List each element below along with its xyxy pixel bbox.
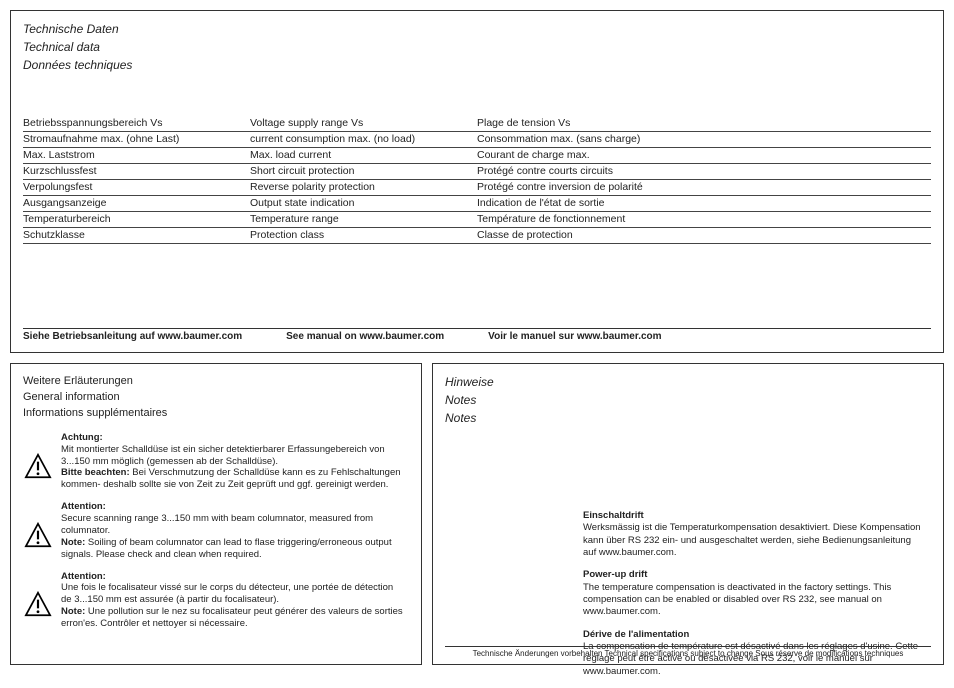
- cell-fr: Consommation max. (sans charge): [477, 131, 704, 147]
- cell-value: [704, 163, 931, 179]
- drift-de: Einschaltdrift Werksmässig ist die Tempe…: [583, 510, 925, 559]
- cell-de: Ausgangsanzeige: [23, 195, 250, 211]
- attention-fr-body1: Une fois le focalisateur vissé sur le co…: [61, 582, 393, 605]
- cell-de: Temperaturbereich: [23, 211, 250, 227]
- spec-table: Betriebsspannungsbereich VsVoltage suppl…: [23, 116, 931, 244]
- table-row: Stromaufnahme max. (ohne Last)current co…: [23, 131, 931, 147]
- warning-block-en: Attention: Secure scanning range 3...150…: [23, 501, 409, 560]
- cell-value: [704, 195, 931, 211]
- warning-block-fr: Attention: Une fois le focalisateur viss…: [23, 571, 409, 630]
- cell-value: [704, 147, 931, 163]
- manual-reference-line: Siehe Betriebsanleitung auf www.baumer.c…: [23, 328, 931, 342]
- cell-en: Temperature range: [250, 211, 477, 227]
- manual-en: See manual on www.baumer.com: [286, 331, 444, 342]
- cell-fr: Température de fonctionnement: [477, 211, 704, 227]
- attention-fr-body2: Une pollution sur le nez su focalisateur…: [61, 606, 403, 629]
- table-row: VerpolungsfestReverse polarity protectio…: [23, 179, 931, 195]
- heading-en: Technical data: [23, 39, 931, 55]
- footer-disclaimer: Technische Änderungen vorbehalten Techni…: [445, 646, 931, 658]
- cell-en: Voltage supply range Vs: [250, 116, 477, 132]
- left-title-de: Weitere Erläuterungen: [23, 374, 409, 390]
- left-title-fr: Informations supplémentaires: [23, 406, 409, 422]
- warning-block-de: Achtung: Mit montierter Schalldüse ist e…: [23, 432, 409, 491]
- attention-en-label: Attention:: [61, 501, 106, 512]
- drift-de-p: Werksmässig ist die Temperaturkompensati…: [583, 522, 921, 558]
- attention-en-body1: Secure scanning range 3...150 mm with be…: [61, 513, 373, 536]
- manual-de: Siehe Betriebsanleitung auf www.baumer.c…: [23, 331, 242, 342]
- cell-de: Kurzschlussfest: [23, 163, 250, 179]
- bottom-row: Weitere Erläuterungen General informatio…: [10, 363, 944, 665]
- cell-en: Output state indication: [250, 195, 477, 211]
- cell-fr: Indication de l'état de sortie: [477, 195, 704, 211]
- left-title-en: General information: [23, 390, 409, 406]
- cell-de: Verpolungsfest: [23, 179, 250, 195]
- cell-fr: Classe de protection: [477, 227, 704, 243]
- attention-en-body2: Soiling of beam columnator can lead to f…: [61, 537, 392, 560]
- cell-en: Max. load current: [250, 147, 477, 163]
- manual-fr: Voir le manuel sur www.baumer.com: [488, 331, 661, 342]
- cell-value: [704, 227, 931, 243]
- warning-text-de: Achtung: Mit montierter Schalldüse ist e…: [61, 432, 409, 491]
- cell-value: [704, 131, 931, 147]
- cell-de: Stromaufnahme max. (ohne Last): [23, 131, 250, 147]
- drift-fr-h: Dérive de l'alimentation: [583, 629, 689, 640]
- warning-text-en: Attention: Secure scanning range 3...150…: [61, 501, 409, 560]
- achtung-body1: Mit montierter Schalldüse ist ein sicher…: [61, 444, 385, 467]
- cell-value: [704, 211, 931, 227]
- cell-de: Schutzklasse: [23, 227, 250, 243]
- warning-text-fr: Attention: Une fois le focalisateur viss…: [61, 571, 409, 630]
- cell-en: Protection class: [250, 227, 477, 243]
- notes-body: Einschaltdrift Werksmässig ist die Tempe…: [583, 510, 925, 688]
- note-en-label: Note:: [61, 537, 85, 548]
- cell-de: Max. Laststrom: [23, 147, 250, 163]
- cell-value: [704, 116, 931, 132]
- table-row: AusgangsanzeigeOutput state indicationIn…: [23, 195, 931, 211]
- cell-en: current consumption max. (no load): [250, 131, 477, 147]
- drift-en-h: Power-up drift: [583, 569, 647, 580]
- warning-icon: [23, 571, 53, 630]
- general-info-panel: Weitere Erläuterungen General informatio…: [10, 363, 422, 665]
- right-title-en: Notes: [445, 392, 931, 408]
- cell-de: Betriebsspannungsbereich Vs: [23, 116, 250, 132]
- achtung-label: Achtung:: [61, 432, 103, 443]
- heading-fr: Données techniques: [23, 57, 931, 73]
- table-row: KurzschlussfestShort circuit protectionP…: [23, 163, 931, 179]
- warning-icon: [23, 432, 53, 491]
- drift-en-p: The temperature compensation is deactiva…: [583, 582, 891, 618]
- table-row: Max. LaststromMax. load currentCourant d…: [23, 147, 931, 163]
- bitte-label: Bitte beachten:: [61, 467, 130, 478]
- table-row: Betriebsspannungsbereich VsVoltage suppl…: [23, 116, 931, 132]
- cell-value: [704, 179, 931, 195]
- right-title-de: Hinweise: [445, 374, 931, 390]
- right-title-fr: Notes: [445, 410, 931, 426]
- cell-en: Reverse polarity protection: [250, 179, 477, 195]
- warning-icon: [23, 501, 53, 560]
- cell-fr: Courant de charge max.: [477, 147, 704, 163]
- notes-panel: Hinweise Notes Notes Einschaltdrift Werk…: [432, 363, 944, 665]
- table-row: TemperaturbereichTemperature rangeTempér…: [23, 211, 931, 227]
- heading-de: Technische Daten: [23, 21, 931, 37]
- cell-fr: Protégé contre inversion de polarité: [477, 179, 704, 195]
- table-row: SchutzklasseProtection classClasse de pr…: [23, 227, 931, 243]
- cell-fr: Protégé contre courts circuits: [477, 163, 704, 179]
- attention-fr-label: Attention:: [61, 571, 106, 582]
- spec-table-wrap: Betriebsspannungsbereich VsVoltage suppl…: [23, 116, 931, 244]
- note-fr-label: Note:: [61, 606, 85, 617]
- drift-de-h: Einschaltdrift: [583, 510, 644, 521]
- drift-en: Power-up drift The temperature compensat…: [583, 569, 925, 618]
- cell-en: Short circuit protection: [250, 163, 477, 179]
- technical-data-panel: Technische Daten Technical data Données …: [10, 10, 944, 353]
- cell-fr: Plage de tension Vs: [477, 116, 704, 132]
